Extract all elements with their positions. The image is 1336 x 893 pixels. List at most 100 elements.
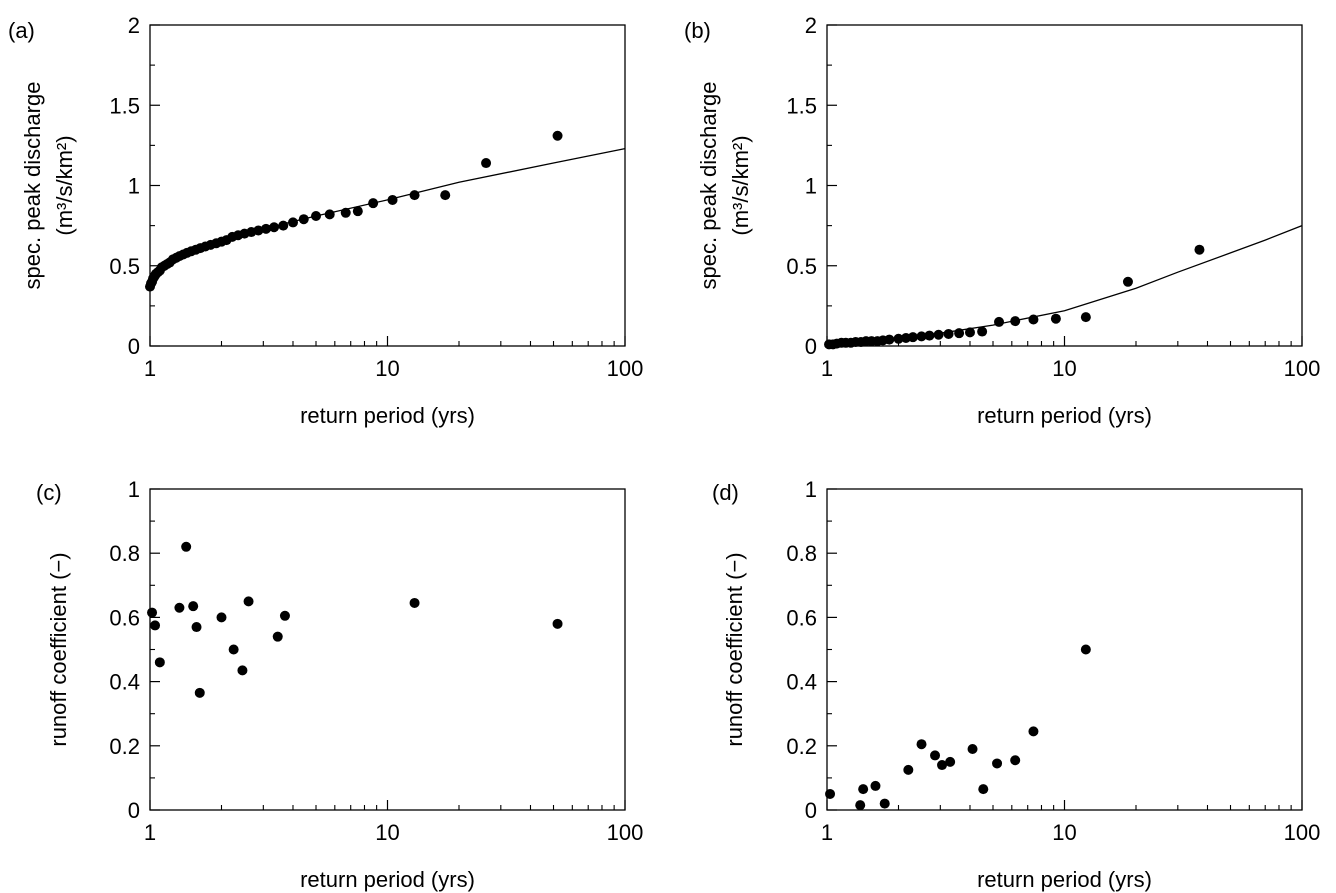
data-point — [253, 225, 264, 236]
y-tick-label: 0.5 — [109, 254, 140, 279]
fit-curve — [826, 224, 1303, 344]
plot-frame — [826, 24, 1303, 347]
y-tick-label: 1.5 — [109, 93, 140, 118]
data-point — [194, 687, 205, 698]
data-point — [977, 326, 988, 337]
data-point — [298, 214, 309, 225]
data-point — [552, 618, 563, 629]
y-tick-label: 1 — [128, 174, 140, 199]
x-tick-label: 100 — [1284, 820, 1321, 845]
data-point — [481, 158, 492, 169]
fit-curve — [149, 147, 626, 287]
x-tick-label: 100 — [1284, 356, 1321, 381]
data-point — [903, 764, 914, 775]
x-tick-label: 10 — [1052, 820, 1076, 845]
data-point — [191, 622, 202, 633]
y-axis-unit-label: (m³/s/km²) — [728, 135, 753, 235]
y-tick-label: 0.2 — [109, 734, 140, 759]
y-tick-label: 0.4 — [786, 670, 817, 695]
y-tick-label: 0 — [805, 798, 817, 823]
data-point — [237, 665, 248, 676]
data-point — [937, 760, 948, 771]
data-point — [954, 328, 965, 339]
data-point — [907, 332, 918, 343]
x-tick-label: 1 — [144, 820, 156, 845]
y-axis-label: spec. peak discharge — [696, 82, 721, 290]
y-tick-label: 1 — [128, 477, 140, 502]
x-tick-label: 100 — [607, 820, 644, 845]
data-point — [943, 328, 954, 339]
data-point — [1010, 316, 1021, 327]
y-tick-label: 0 — [128, 798, 140, 823]
y-tick-label: 0.4 — [109, 670, 140, 695]
y-tick-label: 0 — [805, 334, 817, 359]
x-tick-label: 1 — [821, 356, 833, 381]
y-axis-label: runoff coefficient (−) — [46, 552, 71, 746]
data-point — [964, 327, 975, 338]
chart-panel-b: 1 10 100 0 0.5 1 1.5 2 return period (yrs) spec. … — [684, 13, 1320, 428]
y-tick-label: 0.8 — [786, 541, 817, 566]
panel-label: (d) — [712, 480, 739, 505]
data-point — [924, 330, 935, 341]
data-point — [1194, 244, 1205, 255]
data-point — [324, 209, 335, 220]
y-tick-label: 0.6 — [109, 605, 140, 630]
y-tick-label: 2 — [128, 13, 140, 38]
data-point — [279, 610, 290, 621]
data-point — [174, 602, 185, 613]
data-point — [945, 756, 956, 767]
plot-frame — [826, 488, 1303, 811]
data-point — [916, 739, 927, 750]
y-tick-label: 1.5 — [786, 93, 817, 118]
chart-panel-a: 1 10 100 0 0.5 1 1.5 2 return period (yrs) spec. … — [8, 13, 643, 428]
data-point — [992, 758, 1003, 769]
data-point — [188, 601, 199, 612]
data-point — [154, 657, 165, 668]
x-axis-label: return period (yrs) — [300, 867, 475, 892]
data-point — [216, 612, 227, 623]
panel-label: (c) — [36, 480, 62, 505]
data-point — [870, 780, 881, 791]
y-tick-label: 2 — [805, 13, 817, 38]
data-point — [387, 194, 398, 205]
data-point — [978, 784, 989, 795]
data-point — [879, 798, 890, 809]
chart-panel-c: 1 10 100 0 0.2 0.4 0.6 0.8 1 return period (yrs) r… — [36, 477, 643, 892]
data-point — [340, 207, 351, 218]
y-tick-label: 0.5 — [786, 254, 817, 279]
x-axis-label: return period (yrs) — [977, 403, 1152, 428]
x-axis-label: return period (yrs) — [977, 867, 1152, 892]
data-point — [368, 198, 379, 209]
panel-label: (a) — [8, 18, 35, 43]
data-point — [261, 223, 272, 234]
data-point — [884, 334, 895, 345]
data-point — [440, 190, 451, 201]
data-point — [916, 331, 927, 342]
data-point — [1010, 755, 1021, 766]
data-point — [181, 541, 192, 552]
y-tick-label: 0.8 — [109, 541, 140, 566]
data-point — [1080, 312, 1091, 323]
data-point — [994, 316, 1005, 327]
data-point — [269, 222, 280, 233]
data-point — [1122, 276, 1133, 287]
data-point — [1050, 313, 1061, 324]
y-axis-label: runoff coefficient (−) — [722, 552, 747, 746]
data-point — [552, 130, 563, 141]
y-tick-label: 1 — [805, 174, 817, 199]
plot-frame — [149, 24, 626, 347]
data-point — [893, 333, 904, 344]
data-point — [352, 206, 363, 217]
chart-panel-d: 1 10 100 0 0.2 0.4 0.6 0.8 1 return period (yrs) r… — [712, 477, 1320, 892]
data-point — [272, 631, 283, 642]
data-point — [825, 788, 836, 799]
data-point — [147, 607, 158, 618]
data-point — [930, 750, 941, 761]
y-tick-label: 0.2 — [786, 734, 817, 759]
data-point — [243, 596, 254, 607]
x-tick-label: 1 — [821, 820, 833, 845]
x-tick-label: 1 — [144, 356, 156, 381]
x-tick-label: 10 — [375, 356, 399, 381]
data-point — [1028, 726, 1039, 737]
